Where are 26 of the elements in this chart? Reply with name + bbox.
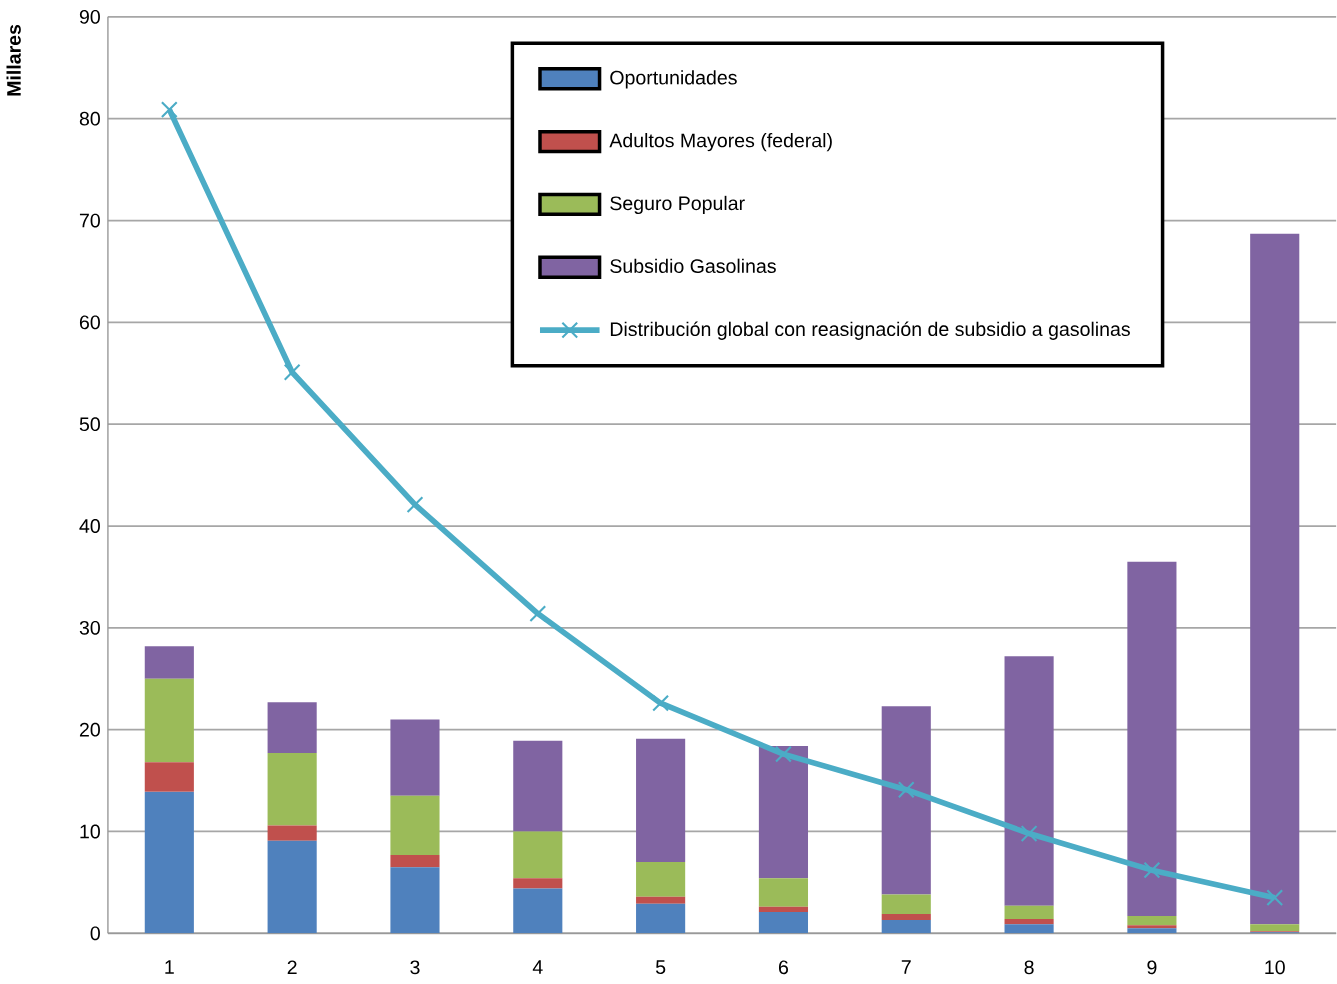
y-tick-label: 70: [79, 213, 100, 228]
legend-label: Distribución global con reasignación de subsidio a gasolinas: [610, 321, 1130, 340]
y-axis-title: Millares: [6, 24, 21, 96]
x-tick-label: 4: [532, 960, 543, 974]
x-tick-label: 9: [1147, 960, 1157, 975]
legend-label: Seguro Popular: [610, 195, 745, 215]
x-tick-label: 8: [1024, 960, 1034, 975]
x-tick-label: 10: [1265, 960, 1285, 975]
y-tick-label: 30: [79, 620, 100, 635]
x-tick-label: 6: [778, 960, 789, 975]
legend-label: Adultos Mayores (federal): [609, 133, 832, 152]
y-tick-label: 40: [79, 519, 100, 533]
y-tick-label: 90: [79, 9, 100, 24]
y-tick-label: 10: [80, 824, 100, 839]
x-tick-label: 2: [287, 960, 297, 975]
y-tick-label: 20: [79, 722, 100, 737]
y-tick-label: 80: [79, 111, 100, 126]
y-tick-label: 60: [79, 315, 100, 330]
x-tick-label: 5: [655, 960, 666, 975]
x-tick-label: 7: [901, 960, 911, 974]
y-tick-label: 0: [90, 926, 100, 941]
y-tick-label: 50: [79, 417, 100, 432]
x-tick-label: 1: [165, 960, 174, 974]
legend-label: Oportunidades: [610, 70, 737, 89]
legend-label: Subsidio Gasolinas: [610, 258, 776, 274]
x-tick-label: 3: [410, 960, 420, 975]
